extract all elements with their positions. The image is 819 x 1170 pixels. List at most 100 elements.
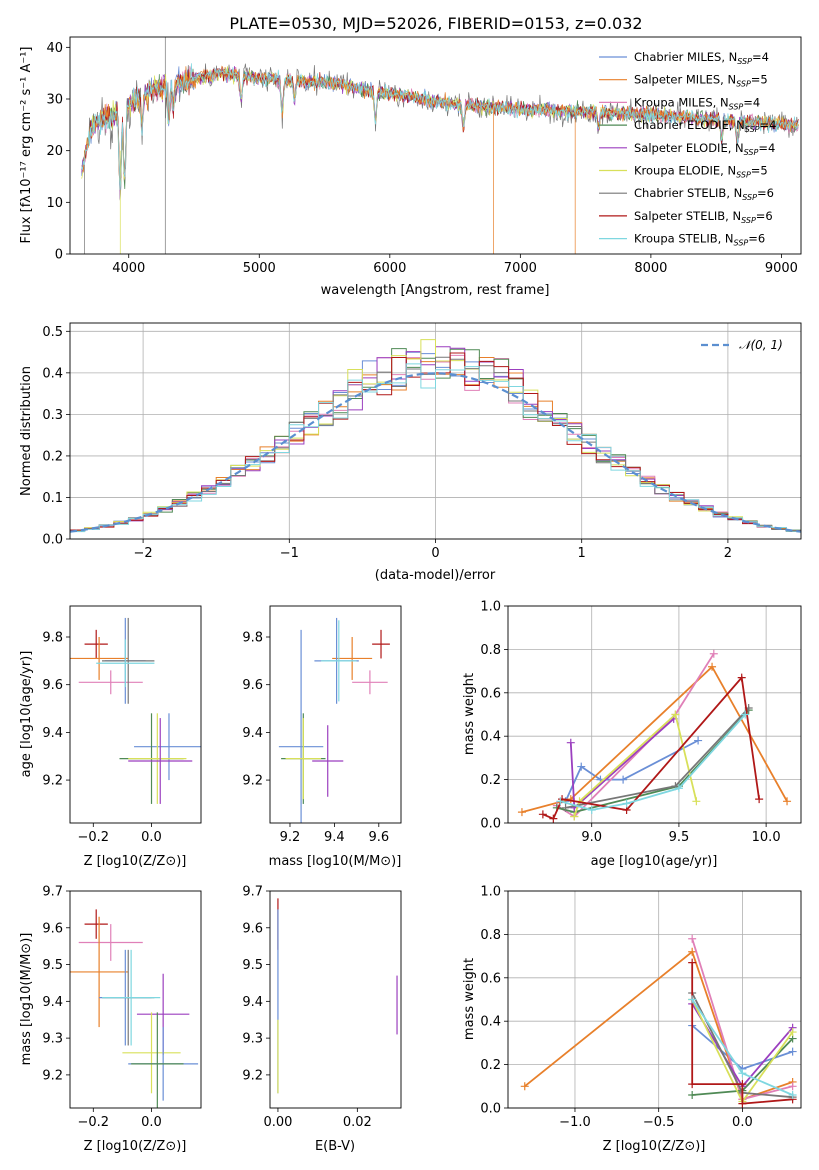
x-axis-label: mass [log10(M/M⊙)]	[269, 854, 402, 869]
weight-marker	[738, 1080, 747, 1089]
weight-marker	[561, 803, 570, 812]
y-tick-label: 0.6	[480, 971, 501, 986]
y-tick-label: 9.6	[42, 678, 63, 693]
x-tick-label: −0.2	[77, 830, 109, 845]
x-tick-label: 0.00	[263, 1115, 292, 1130]
y-axis-label: mass [log10(M/M⊙)]	[19, 933, 34, 1066]
x-tick-label: 9.6	[368, 830, 389, 845]
x-axis-label: Z [log10(Z/Z⊙)]	[603, 1139, 706, 1154]
y-tick-label: 9.4	[42, 995, 63, 1010]
y-tick-label: 0.5	[42, 325, 63, 340]
legend-entry: Kroupa MILES, NSSP=4	[634, 95, 760, 111]
x-tick-label: 1	[578, 546, 586, 561]
weight-marker	[566, 738, 575, 747]
y-tick-label: 9.7	[242, 885, 263, 900]
x-tick-label: 7000	[504, 261, 537, 276]
weight-marker	[587, 805, 596, 814]
weight-marker	[674, 784, 683, 793]
weight-marker	[692, 797, 701, 806]
legend-entry: Chabrier STELIB, NSSP=6	[634, 186, 774, 202]
x-tick-label: 0.0	[141, 1115, 162, 1130]
weight-marker	[788, 1090, 797, 1099]
x-tick-label: 9.5	[669, 830, 690, 845]
chart-massweight_vs_Z: −1.0 −0.5 0.0 0.0 0.2 0.4 0.6 0.8 1.0 Z [log10(Z/…	[462, 885, 802, 1154]
y-axis-label: age [log10(age/yr)]	[19, 651, 34, 778]
x-tick-label: 8000	[634, 261, 667, 276]
y-axis-label: Flux [fλ10⁻¹⁷ erg cm⁻² s⁻¹ A⁻¹]	[19, 47, 34, 244]
x-tick-label: 9.2	[280, 830, 301, 845]
weight-line-2	[556, 653, 715, 818]
chart-mass_vs_ebv: 0.00 0.02 9.2 9.3 9.4 9.5 9.6 9.7 E(B-V)	[242, 885, 402, 1154]
y-tick-label: 0.0	[42, 533, 63, 548]
x-axis-label: E(B-V)	[315, 1139, 355, 1154]
weight-line-7	[542, 675, 760, 820]
normal-curve	[69, 372, 802, 533]
chart-age_vs_mass: 9.2 9.4 9.6 9.2 9.4 9.6 9.8 mass [log10(M/M⊙)]	[242, 605, 402, 869]
axes-frame	[69, 605, 202, 824]
weight-marker	[549, 814, 558, 823]
y-tick-label: 1.0	[480, 600, 501, 615]
weight-marker	[788, 1028, 797, 1037]
weight-marker	[694, 736, 703, 745]
legend-entry: Chabrier ELODIE, NSSP=4	[634, 118, 776, 134]
weight-line-6	[565, 707, 750, 809]
weight-marker	[755, 795, 764, 804]
y-tick-label: 0.4	[480, 730, 501, 745]
legend-entry: Salpeter STELIB, NSSP=6	[634, 209, 773, 225]
y-tick-label: 10	[46, 196, 63, 211]
x-axis-label: age [log10(age/yr)]	[591, 854, 718, 869]
weight-marker	[737, 673, 746, 682]
x-tick-label: −1.0	[559, 1115, 591, 1130]
weight-marker	[783, 797, 792, 806]
x-tick-label: 0	[431, 546, 439, 561]
y-tick-label: 0.2	[480, 1058, 501, 1073]
y-tick-label: 9.2	[242, 774, 263, 789]
weight-marker	[738, 1069, 747, 1078]
weight-marker	[708, 662, 717, 671]
x-axis-label: Z [log10(Z/Z⊙)]	[84, 1139, 187, 1154]
y-tick-label: 0.1	[42, 491, 63, 506]
weight-marker	[788, 1047, 797, 1056]
y-tick-label: 0.4	[42, 366, 63, 381]
y-tick-label: 30	[46, 93, 63, 108]
y-tick-label: 9.6	[42, 921, 63, 936]
x-axis-label: wavelength [Angstrom, rest frame]	[321, 283, 550, 298]
y-tick-label: 9.7	[42, 885, 63, 900]
y-tick-label: 9.3	[242, 1032, 263, 1047]
legend-entry: Salpeter ELODIE, NSSP=4	[634, 141, 775, 157]
weight-marker	[741, 710, 750, 719]
legend-entry: Salpeter MILES, NSSP=5	[634, 73, 768, 89]
spectrum-line-8	[81, 63, 799, 190]
weight-marker	[570, 812, 579, 821]
legend-entry: Kroupa STELIB, NSSP=6	[634, 232, 765, 248]
x-tick-label: −0.5	[643, 1115, 675, 1130]
chart-age_vs_Z: −0.2 0.0 9.2 9.4 9.6 9.8 Z [log10(Z/Z⊙)] age [l…	[19, 605, 202, 869]
y-tick-label: 0.0	[480, 817, 501, 832]
y-tick-label: 9.4	[242, 995, 263, 1010]
weight-marker	[688, 1090, 697, 1099]
x-tick-label: 0.0	[732, 1115, 753, 1130]
y-tick-label: 40	[46, 41, 63, 56]
y-tick-label: 9.5	[242, 958, 263, 973]
weight-marker	[709, 649, 718, 658]
y-tick-label: 9.6	[242, 678, 263, 693]
x-axis-label: Z [log10(Z/Z⊙)]	[84, 854, 187, 869]
x-tick-label: 0.02	[343, 1115, 372, 1130]
weight-line-5	[573, 712, 698, 817]
y-tick-label: 0.8	[480, 643, 501, 658]
x-tick-label: 5000	[243, 261, 276, 276]
axes-frame	[269, 605, 402, 824]
y-tick-label: 0.6	[480, 686, 501, 701]
y-tick-label: 0.3	[42, 408, 63, 423]
y-tick-label: 9.8	[242, 631, 263, 646]
weight-line-1	[524, 950, 793, 1101]
legend-entry: 𝒩(0, 1)	[739, 338, 783, 352]
weight-marker	[622, 799, 631, 808]
weight-marker	[688, 947, 697, 956]
weight-marker	[671, 710, 680, 719]
y-axis-label: mass weight	[462, 958, 477, 1040]
x-tick-label: 4000	[112, 261, 145, 276]
y-tick-label: 0.8	[480, 928, 501, 943]
chart-residuals: −2 −1 0 1 2 0.0 0.1 0.2 0.3 0.4 0.5 (data-model)/er…	[19, 322, 802, 583]
